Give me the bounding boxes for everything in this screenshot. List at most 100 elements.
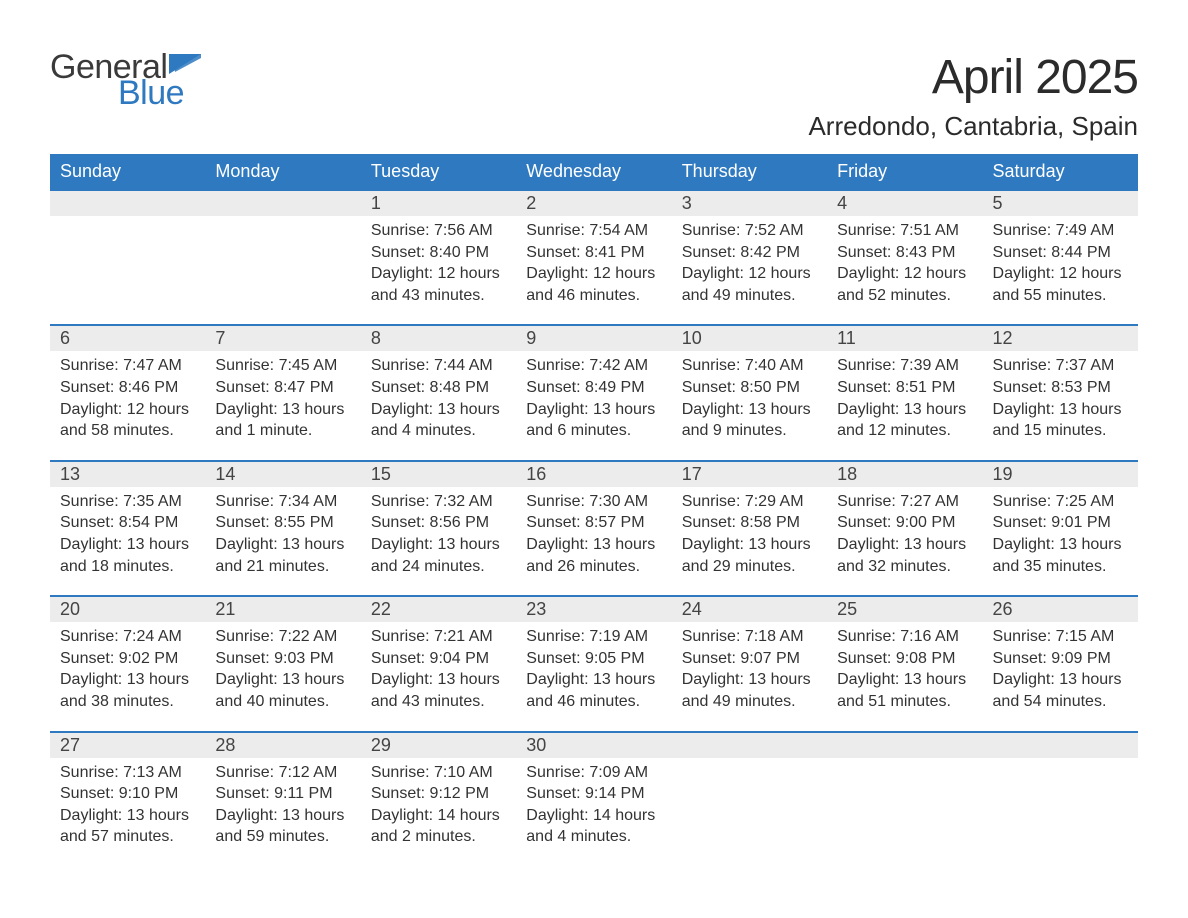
- day-number-cell: 5: [983, 190, 1138, 216]
- day-number-cell: 15: [361, 461, 516, 487]
- day-content-cell: Sunrise: 7:30 AMSunset: 8:57 PMDaylight:…: [516, 487, 671, 596]
- sunrise-text: Sunrise: 7:25 AM: [993, 491, 1128, 513]
- sunset-text: Sunset: 9:03 PM: [215, 648, 350, 670]
- daylight-line1: Daylight: 13 hours: [993, 399, 1128, 421]
- sunset-text: Sunset: 9:14 PM: [526, 783, 661, 805]
- daylight-line1: Daylight: 13 hours: [837, 534, 972, 556]
- daylight-line1: Daylight: 12 hours: [837, 263, 972, 285]
- daylight-line2: and 18 minutes.: [60, 556, 195, 578]
- sunrise-text: Sunrise: 7:13 AM: [60, 762, 195, 784]
- sunrise-text: Sunrise: 7:56 AM: [371, 220, 506, 242]
- day-content-cell: Sunrise: 7:09 AMSunset: 9:14 PMDaylight:…: [516, 758, 671, 866]
- day-content-cell: Sunrise: 7:27 AMSunset: 9:00 PMDaylight:…: [827, 487, 982, 596]
- day-number-cell: 2: [516, 190, 671, 216]
- daylight-line1: Daylight: 13 hours: [371, 534, 506, 556]
- day-number-cell: 8: [361, 325, 516, 351]
- daylight-line2: and 15 minutes.: [993, 420, 1128, 442]
- sunrise-text: Sunrise: 7:24 AM: [60, 626, 195, 648]
- daylight-line2: and 21 minutes.: [215, 556, 350, 578]
- sunrise-text: Sunrise: 7:47 AM: [60, 355, 195, 377]
- daylight-line1: Daylight: 13 hours: [215, 399, 350, 421]
- weekday-row: Sunday Monday Tuesday Wednesday Thursday…: [50, 154, 1138, 190]
- sunset-text: Sunset: 8:41 PM: [526, 242, 661, 264]
- sunrise-text: Sunrise: 7:29 AM: [682, 491, 817, 513]
- day-content-cell: Sunrise: 7:10 AMSunset: 9:12 PMDaylight:…: [361, 758, 516, 866]
- daylight-line1: Daylight: 13 hours: [371, 669, 506, 691]
- content-row: Sunrise: 7:47 AMSunset: 8:46 PMDaylight:…: [50, 351, 1138, 460]
- day-number-cell: 1: [361, 190, 516, 216]
- daylight-line2: and 24 minutes.: [371, 556, 506, 578]
- day-number-cell: 12: [983, 325, 1138, 351]
- sunset-text: Sunset: 8:44 PM: [993, 242, 1128, 264]
- sunset-text: Sunset: 8:42 PM: [682, 242, 817, 264]
- day-number-cell: 25: [827, 596, 982, 622]
- daylight-line2: and 49 minutes.: [682, 691, 817, 713]
- day-number-cell: 26: [983, 596, 1138, 622]
- sunset-text: Sunset: 9:04 PM: [371, 648, 506, 670]
- day-content-cell: [50, 216, 205, 325]
- daynum-row: 13141516171819: [50, 461, 1138, 487]
- daylight-line1: Daylight: 12 hours: [993, 263, 1128, 285]
- day-content-cell: Sunrise: 7:49 AMSunset: 8:44 PMDaylight:…: [983, 216, 1138, 325]
- daylight-line1: Daylight: 13 hours: [682, 399, 817, 421]
- day-content-cell: Sunrise: 7:54 AMSunset: 8:41 PMDaylight:…: [516, 216, 671, 325]
- sunset-text: Sunset: 9:01 PM: [993, 512, 1128, 534]
- sunrise-text: Sunrise: 7:22 AM: [215, 626, 350, 648]
- daylight-line2: and 38 minutes.: [60, 691, 195, 713]
- daylight-line2: and 29 minutes.: [682, 556, 817, 578]
- day-content-cell: Sunrise: 7:34 AMSunset: 8:55 PMDaylight:…: [205, 487, 360, 596]
- sunset-text: Sunset: 8:53 PM: [993, 377, 1128, 399]
- sunrise-text: Sunrise: 7:27 AM: [837, 491, 972, 513]
- sunrise-text: Sunrise: 7:09 AM: [526, 762, 661, 784]
- daylight-line2: and 49 minutes.: [682, 285, 817, 307]
- daylight-line2: and 4 minutes.: [371, 420, 506, 442]
- daylight-line1: Daylight: 13 hours: [682, 669, 817, 691]
- daylight-line1: Daylight: 13 hours: [993, 534, 1128, 556]
- daylight-line2: and 51 minutes.: [837, 691, 972, 713]
- daylight-line1: Daylight: 13 hours: [371, 399, 506, 421]
- day-content-cell: Sunrise: 7:40 AMSunset: 8:50 PMDaylight:…: [672, 351, 827, 460]
- day-content-cell: Sunrise: 7:25 AMSunset: 9:01 PMDaylight:…: [983, 487, 1138, 596]
- content-row: Sunrise: 7:13 AMSunset: 9:10 PMDaylight:…: [50, 758, 1138, 866]
- weekday-header: Friday: [827, 154, 982, 190]
- sunrise-text: Sunrise: 7:40 AM: [682, 355, 817, 377]
- sunrise-text: Sunrise: 7:52 AM: [682, 220, 817, 242]
- day-number-cell: [983, 732, 1138, 758]
- sunset-text: Sunset: 9:08 PM: [837, 648, 972, 670]
- sunrise-text: Sunrise: 7:16 AM: [837, 626, 972, 648]
- daylight-line1: Daylight: 12 hours: [60, 399, 195, 421]
- daylight-line2: and 52 minutes.: [837, 285, 972, 307]
- day-content-cell: Sunrise: 7:29 AMSunset: 8:58 PMDaylight:…: [672, 487, 827, 596]
- daylight-line2: and 58 minutes.: [60, 420, 195, 442]
- sunset-text: Sunset: 9:11 PM: [215, 783, 350, 805]
- daylight-line2: and 55 minutes.: [993, 285, 1128, 307]
- day-content-cell: Sunrise: 7:13 AMSunset: 9:10 PMDaylight:…: [50, 758, 205, 866]
- day-number-cell: 7: [205, 325, 360, 351]
- daylight-line1: Daylight: 13 hours: [526, 534, 661, 556]
- weekday-header: Wednesday: [516, 154, 671, 190]
- daylight-line2: and 46 minutes.: [526, 285, 661, 307]
- logo-text-blue: Blue: [118, 76, 201, 110]
- sunrise-text: Sunrise: 7:49 AM: [993, 220, 1128, 242]
- day-number-cell: 4: [827, 190, 982, 216]
- day-content-cell: Sunrise: 7:32 AMSunset: 8:56 PMDaylight:…: [361, 487, 516, 596]
- sunset-text: Sunset: 8:46 PM: [60, 377, 195, 399]
- weekday-header: Sunday: [50, 154, 205, 190]
- calendar-head: Sunday Monday Tuesday Wednesday Thursday…: [50, 154, 1138, 190]
- content-row: Sunrise: 7:24 AMSunset: 9:02 PMDaylight:…: [50, 622, 1138, 731]
- sunset-text: Sunset: 8:51 PM: [837, 377, 972, 399]
- day-number-cell: 30: [516, 732, 671, 758]
- day-number-cell: 20: [50, 596, 205, 622]
- daylight-line1: Daylight: 13 hours: [60, 669, 195, 691]
- day-content-cell: Sunrise: 7:39 AMSunset: 8:51 PMDaylight:…: [827, 351, 982, 460]
- weekday-header: Saturday: [983, 154, 1138, 190]
- day-content-cell: [205, 216, 360, 325]
- daylight-line1: Daylight: 14 hours: [526, 805, 661, 827]
- daylight-line1: Daylight: 13 hours: [682, 534, 817, 556]
- daylight-line2: and 4 minutes.: [526, 826, 661, 848]
- sunset-text: Sunset: 8:55 PM: [215, 512, 350, 534]
- day-content-cell: Sunrise: 7:37 AMSunset: 8:53 PMDaylight:…: [983, 351, 1138, 460]
- sunset-text: Sunset: 8:48 PM: [371, 377, 506, 399]
- day-content-cell: Sunrise: 7:22 AMSunset: 9:03 PMDaylight:…: [205, 622, 360, 731]
- day-content-cell: Sunrise: 7:12 AMSunset: 9:11 PMDaylight:…: [205, 758, 360, 866]
